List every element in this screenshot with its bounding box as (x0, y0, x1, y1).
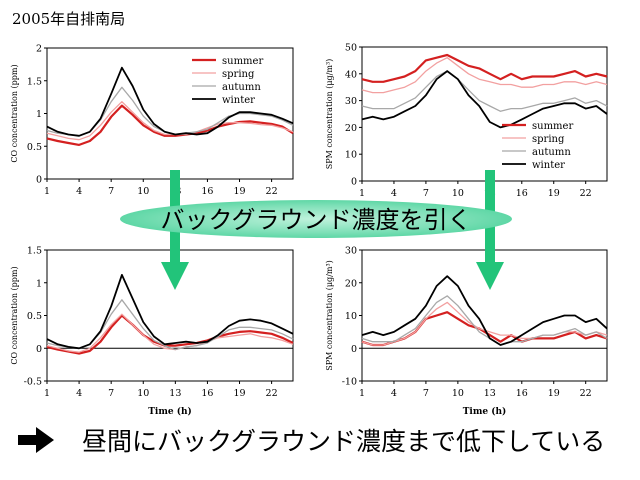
series-line-winter (361, 70, 608, 129)
y-tick-label: -10 (342, 377, 357, 388)
slide-title: 2005年自排南局 (12, 10, 126, 28)
x-tick-label: 4 (76, 186, 82, 197)
x-tick-label: 1 (44, 186, 50, 197)
y-tick-label: 30 (345, 96, 357, 107)
series-line-spring (46, 313, 294, 353)
y-tick-label: 2 (36, 44, 42, 55)
y-tick-label: 0.5 (27, 311, 42, 322)
bottom-message-row: 昼間にバックグラウンド濃度まで低下している (18, 422, 605, 458)
y-tick-label: -0.5 (24, 377, 42, 388)
x-tick-label: 16 (201, 186, 213, 197)
banner: バックグラウンド濃度を引く (120, 200, 512, 238)
y-tick-label: 0 (351, 177, 357, 188)
x-tick-label: 22 (580, 188, 592, 199)
y-axis-label: SPM concentration (μg/m³) (325, 260, 334, 371)
y-tick-label: 10 (345, 150, 357, 161)
x-tick-label: 19 (233, 186, 245, 197)
series-line-winter (46, 66, 294, 137)
x-tick-label: 4 (391, 388, 397, 399)
y-tick-label: 1 (36, 278, 42, 289)
y-tick-label: 30 (345, 246, 357, 257)
x-tick-label: 1 (359, 188, 365, 199)
x-tick-label: 10 (452, 388, 464, 399)
series-line-summer (361, 53, 608, 83)
y-axis-label: CO concentration (ppm) (10, 266, 19, 364)
x-tick-label: 10 (137, 186, 149, 197)
y-tick-label: 0 (36, 175, 42, 186)
legend-label-summer: summer (222, 56, 263, 67)
x-tick-label: 7 (423, 188, 429, 199)
x-tick-label: 7 (108, 186, 114, 197)
series-line-summer (46, 104, 294, 146)
legend-label-autumn: autumn (532, 147, 571, 158)
chart-co-diff: -0.5 0 0.5 1 1.5 1 4 7 10 13 16 19 22 CO concentratio… (10, 246, 294, 417)
x-tick-label: 16 (201, 388, 213, 399)
y-tick-label: 10 (345, 311, 357, 322)
y-tick-label: 0.5 (27, 142, 42, 153)
x-tick-label: 19 (548, 388, 560, 399)
y-tick-label: 40 (345, 69, 357, 80)
series-line-summer (46, 314, 294, 355)
y-axis-label: CO concentration (ppm) (10, 64, 19, 162)
x-tick-label: 10 (452, 188, 464, 199)
legend-label-spring: spring (532, 134, 565, 145)
series-line-winter (46, 273, 294, 350)
y-tick-label: 1 (36, 109, 42, 120)
series-line-spring (46, 101, 294, 141)
series-line-spring (361, 57, 608, 94)
y-tick-label: 1.5 (27, 246, 42, 257)
banner-text: バックグラウンド濃度を引く (160, 206, 471, 234)
chart-spm-diff: -10 0 10 20 30 1 4 7 10 13 16 19 22 SPM concentration… (325, 246, 608, 417)
x-tick-label: 7 (108, 388, 114, 399)
legend-label-winter: winter (532, 160, 565, 171)
x-tick-label: 19 (548, 188, 560, 199)
chart-co-raw: 00.511.521471013161922CO concentration (… (10, 44, 294, 197)
x-tick-label: 4 (391, 188, 397, 199)
x-tick-label: 16 (516, 188, 528, 199)
legend-label-summer: summer (532, 121, 573, 132)
legend-label-spring: spring (222, 69, 255, 80)
y-tick-label: 50 (345, 43, 357, 54)
y-tick-label: 0 (351, 344, 357, 355)
down-arrow-right (476, 170, 504, 290)
y-tick-label: 0 (36, 344, 42, 355)
x-tick-label: 16 (516, 388, 528, 399)
x-axis-label: Time (h) (148, 406, 192, 417)
x-tick-label: 4 (76, 388, 82, 399)
x-tick-label: 19 (233, 388, 245, 399)
y-axis-label: SPM concentration (μg/m³) (325, 59, 334, 170)
x-tick-label: 1 (44, 388, 50, 399)
x-tick-label: 22 (266, 388, 278, 399)
x-tick-label: 1 (359, 388, 365, 399)
y-tick-label: 20 (345, 278, 357, 289)
x-tick-label: 22 (580, 388, 592, 399)
x-tick-label: 22 (266, 186, 278, 197)
x-tick-label: 7 (423, 388, 429, 399)
series-line-autumn (361, 295, 608, 346)
legend-label-autumn: autumn (222, 82, 261, 93)
right-arrow-icon (18, 427, 54, 453)
series-line-winter (361, 275, 608, 346)
bottom-message: 昼間にバックグラウンド濃度まで低下している (82, 427, 606, 456)
x-tick-label: 13 (169, 388, 181, 399)
chart-spm-raw: 010203040501471013161922SPM concentratio… (325, 43, 608, 199)
x-tick-label: 10 (137, 388, 149, 399)
y-tick-label: 20 (345, 123, 357, 134)
legend-label-winter: winter (222, 95, 255, 106)
series-line-autumn (46, 86, 294, 137)
x-axis-label: Time (h) (463, 406, 507, 417)
series-line-autumn (361, 70, 608, 112)
y-tick-label: 1.5 (27, 76, 42, 87)
series-line-autumn (46, 299, 294, 351)
x-tick-label: 13 (484, 388, 496, 399)
